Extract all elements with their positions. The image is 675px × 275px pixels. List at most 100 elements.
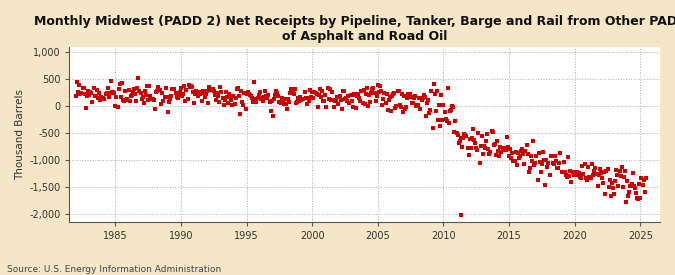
Point — [366, 90, 377, 95]
Point — [330, 98, 341, 103]
Point — [260, 89, 271, 93]
Point — [601, 168, 612, 173]
Point — [91, 87, 102, 92]
Point — [287, 90, 298, 94]
Point — [514, 153, 525, 158]
Point — [400, 107, 410, 112]
Point — [600, 192, 611, 196]
Point — [181, 87, 192, 92]
Point — [593, 173, 604, 178]
Point — [323, 97, 334, 101]
Point — [624, 190, 634, 194]
Point — [148, 98, 159, 102]
Point — [544, 173, 555, 177]
Point — [119, 99, 130, 103]
Point — [154, 88, 165, 92]
Point — [306, 95, 317, 99]
Point — [319, 99, 329, 103]
Point — [419, 94, 430, 99]
Point — [285, 91, 296, 95]
Point — [500, 148, 511, 153]
Point — [542, 165, 553, 169]
Point — [221, 95, 232, 99]
Point — [425, 108, 436, 112]
Point — [603, 185, 614, 189]
Point — [124, 99, 135, 103]
Point — [173, 92, 184, 96]
Point — [284, 100, 295, 104]
Point — [585, 176, 595, 180]
Point — [105, 79, 116, 83]
Point — [352, 94, 362, 98]
Point — [632, 195, 643, 200]
Point — [205, 87, 216, 92]
Point — [313, 93, 324, 98]
Point — [473, 131, 484, 135]
Point — [177, 94, 188, 98]
Point — [151, 89, 162, 93]
Point — [179, 84, 190, 89]
Point — [212, 91, 223, 95]
Point — [278, 101, 289, 106]
Point — [373, 82, 383, 87]
Point — [136, 97, 147, 101]
Point — [615, 174, 626, 178]
Point — [415, 107, 426, 111]
Point — [641, 176, 651, 181]
Point — [426, 89, 437, 94]
Point — [215, 85, 225, 89]
Point — [286, 86, 297, 91]
Point — [560, 173, 571, 178]
Point — [267, 114, 278, 119]
Point — [253, 93, 264, 97]
Point — [437, 118, 448, 122]
Point — [211, 98, 221, 102]
Point — [630, 191, 641, 196]
Point — [203, 101, 214, 105]
Point — [299, 90, 310, 94]
Point — [613, 184, 624, 188]
Point — [551, 159, 562, 163]
Point — [545, 154, 556, 158]
Point — [403, 92, 414, 96]
Point — [398, 110, 408, 114]
Point — [144, 84, 155, 88]
Point — [345, 93, 356, 97]
Point — [350, 106, 361, 111]
Point — [480, 145, 491, 150]
Point — [602, 167, 613, 172]
Point — [632, 197, 643, 201]
Point — [551, 166, 562, 170]
Point — [549, 153, 560, 158]
Point — [381, 92, 392, 96]
Point — [472, 148, 483, 152]
Point — [446, 108, 456, 112]
Point — [380, 101, 391, 106]
Point — [123, 87, 134, 92]
Point — [454, 141, 464, 145]
Point — [421, 114, 431, 118]
Point — [145, 94, 156, 98]
Point — [413, 103, 424, 107]
Point — [583, 165, 593, 170]
Point — [340, 97, 350, 101]
Point — [564, 174, 574, 178]
Point — [611, 168, 622, 172]
Point — [190, 91, 200, 96]
Point — [332, 95, 343, 99]
Point — [535, 170, 546, 174]
Point — [336, 107, 347, 112]
Point — [431, 109, 441, 114]
Point — [378, 97, 389, 101]
Point — [188, 90, 198, 95]
Point — [625, 184, 636, 188]
Point — [540, 183, 551, 187]
Point — [614, 169, 625, 174]
Point — [159, 95, 170, 99]
Point — [595, 170, 606, 175]
Point — [241, 92, 252, 96]
Point — [454, 139, 465, 144]
Point — [128, 89, 138, 94]
Point — [175, 89, 186, 94]
Point — [86, 90, 97, 95]
